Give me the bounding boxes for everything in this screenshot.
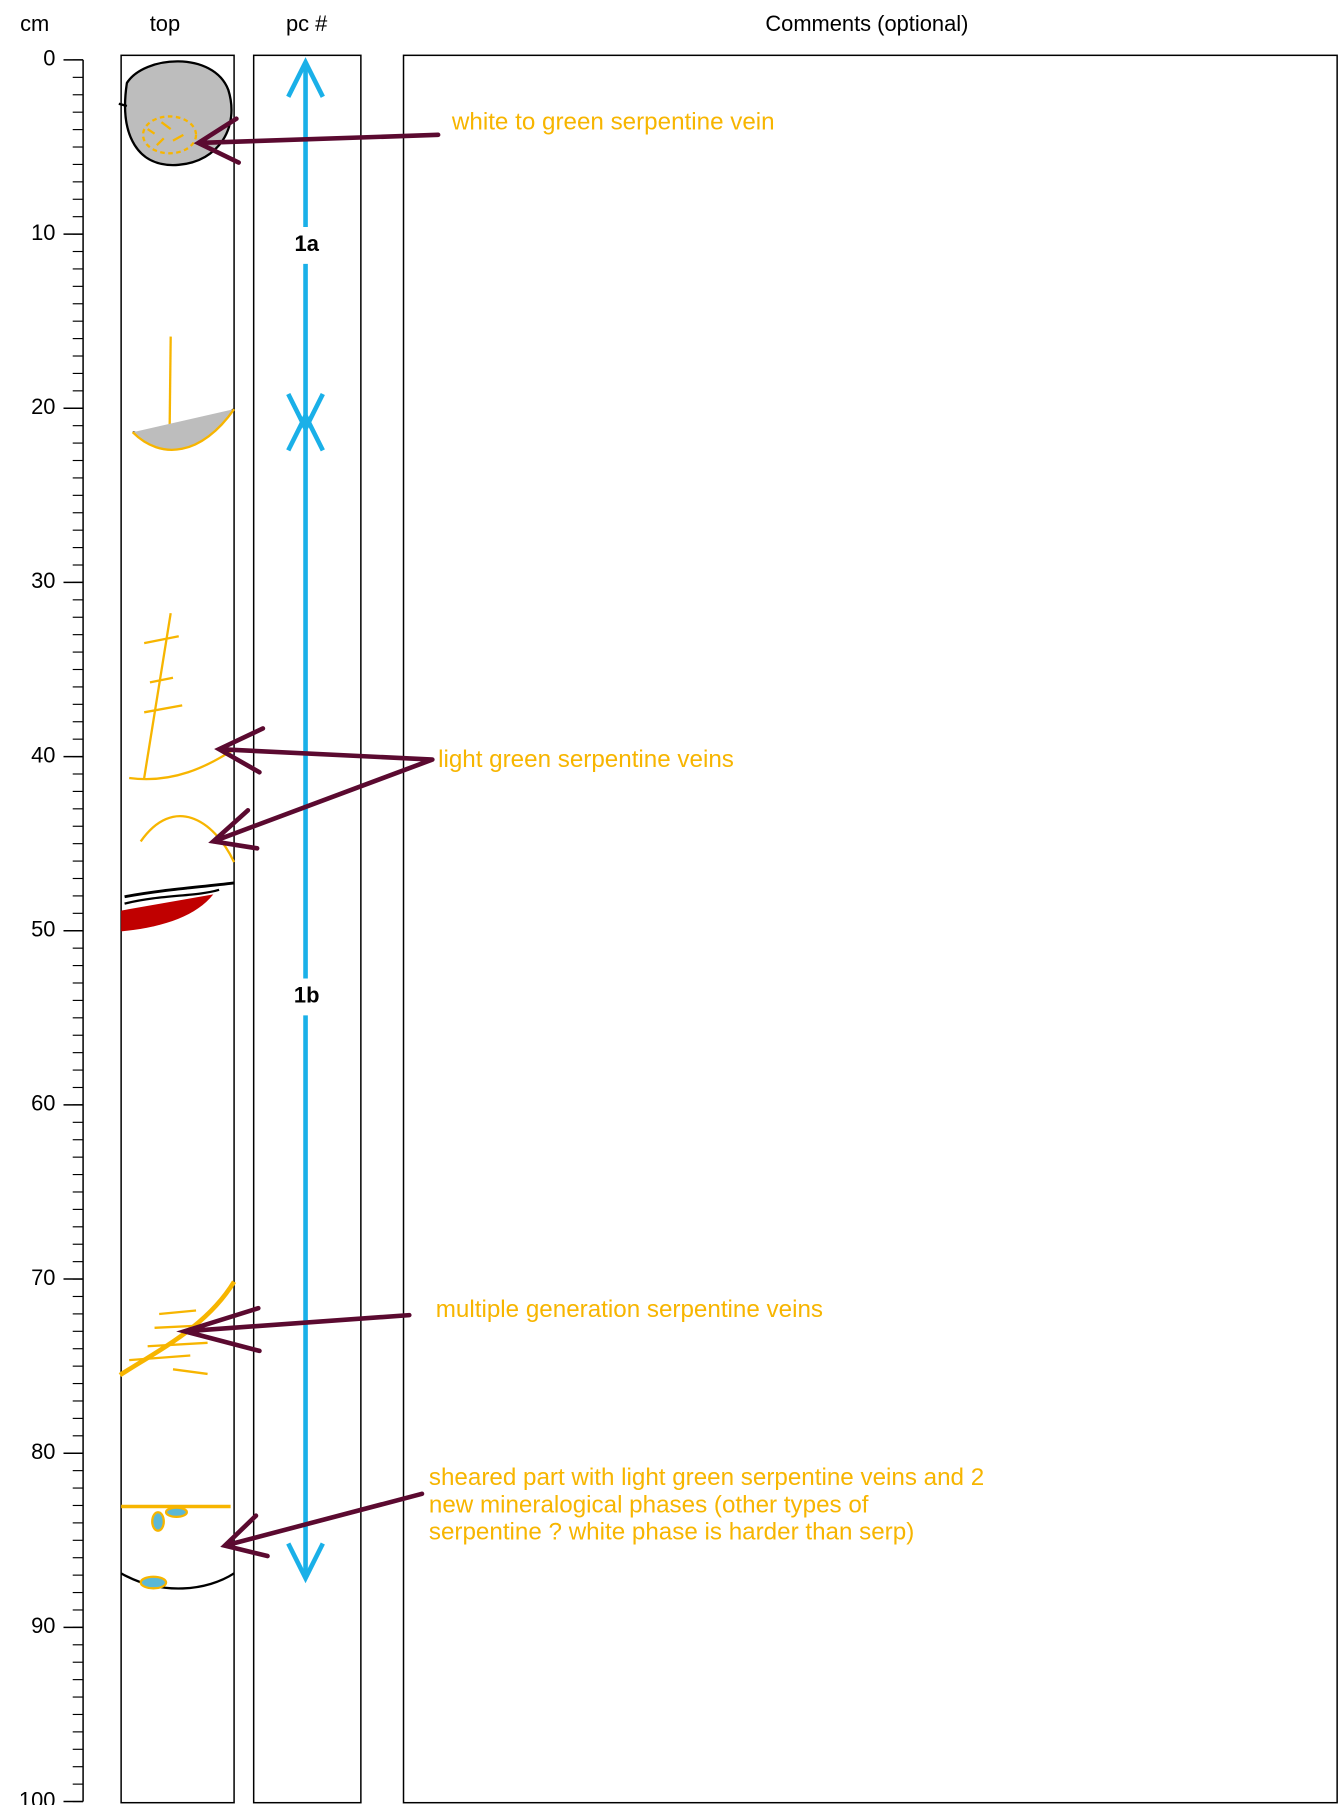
piece-label: 1a [295, 231, 320, 256]
annotation: light green serpentine veins [438, 746, 734, 773]
annotation-arrow [176, 1305, 412, 1354]
depth-label: 20 [31, 394, 55, 419]
piece-header: pc # [286, 11, 328, 36]
depth-header: cm [20, 11, 49, 36]
annotation-arrow [220, 1491, 425, 1559]
depth-label: 100 [19, 1787, 56, 1805]
depth-label: 0 [43, 46, 55, 71]
core-header: top [150, 11, 180, 36]
annotation-arrow [193, 116, 441, 165]
piece-arrowhead [286, 1542, 325, 1584]
depth-label: 80 [31, 1439, 55, 1464]
piece-column [252, 54, 362, 1804]
depth-label: 90 [31, 1613, 55, 1638]
piece-arrowhead [286, 57, 325, 98]
annotation: new mineralogical phases (other types of [429, 1491, 869, 1518]
piece-label: 1b [294, 983, 320, 1008]
annotation-arrow [208, 726, 435, 851]
annotation: white to green serpentine vein [451, 109, 775, 136]
comments-column [402, 54, 1338, 1804]
comments-header: Comments (optional) [765, 11, 968, 36]
depth-label: 10 [31, 220, 55, 245]
core-sketch [118, 60, 237, 1590]
annotation: multiple generation serpentine veins [436, 1296, 823, 1323]
annotation: sheared part with light green serpentine… [429, 1464, 984, 1491]
depth-label: 30 [31, 568, 55, 593]
depth-label: 60 [31, 1091, 55, 1116]
annotation: serpentine ? white phase is harder than … [429, 1518, 914, 1545]
depth-label: 70 [31, 1265, 55, 1290]
depth-label: 40 [31, 742, 55, 767]
depth-label: 50 [31, 917, 55, 942]
piece-arrowhead [286, 410, 325, 452]
